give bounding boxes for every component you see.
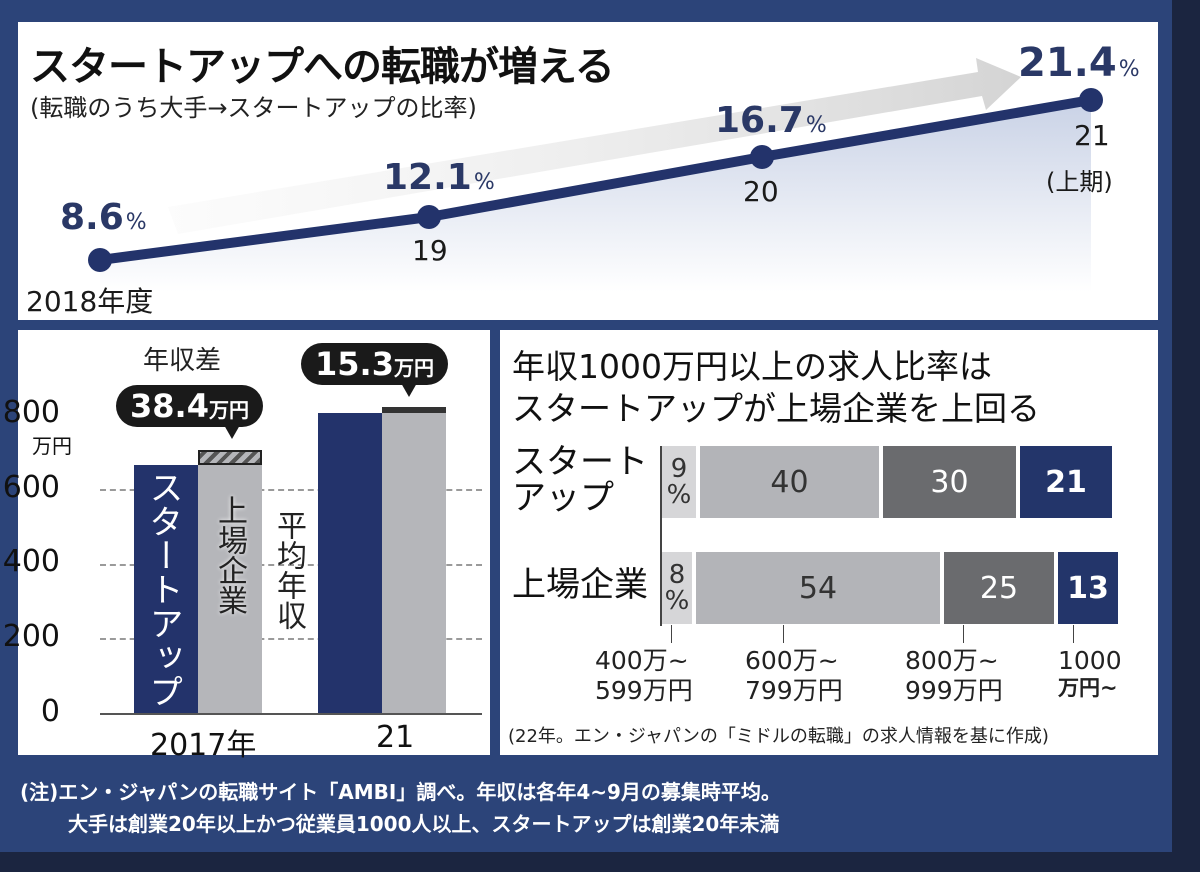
year-sublabel-2021: (上期)	[1046, 168, 1113, 196]
salary-diff-bubble-2017: 38.4万円	[116, 385, 263, 439]
job-chart-title-line1: 年収1000万円以上の求人比率は	[512, 347, 992, 386]
range-tick-3	[963, 625, 964, 643]
segment-600-799: 40	[700, 446, 879, 518]
segment-1000-plus: 21	[1020, 446, 1112, 518]
line-area-fill	[100, 100, 1091, 292]
top-line-chart-panel: スタートアップへの転職が増える (転職のうち大手→スタートアップの比率) 8.6…	[18, 22, 1158, 320]
trend-arrow-icon	[168, 58, 1021, 234]
range-tick-1	[671, 625, 672, 643]
data-point-2019	[417, 205, 441, 229]
job-chart-title-line2: スタートアップが上場企業を上回る	[512, 389, 1040, 428]
year-label-2020: 20	[743, 175, 779, 208]
year-label-2021: 21	[1074, 119, 1110, 152]
avg-salary-label: 平均年収	[271, 510, 306, 630]
segment-600-799: 54	[696, 552, 940, 624]
range-label-600-799: 600万~ 799万円	[745, 646, 843, 705]
segment-800-999: 30	[883, 446, 1016, 518]
gridline-200	[100, 638, 482, 640]
value-label-2019: 12.1%	[383, 157, 495, 198]
range-tick-4	[1073, 625, 1074, 643]
data-point-2021	[1079, 88, 1103, 112]
footnote-line2: 大手は創業20年以上かつ従業員1000人以上、スタートアップは創業20年未満	[68, 812, 780, 836]
category-axis-line	[660, 446, 662, 626]
y-tick-800: 800	[2, 395, 60, 430]
job-chart-source: (22年。エン・ジャパンの「ミドルの転職」の求人情報を基に作成)	[508, 726, 1049, 747]
value-label-2021: 21.4%	[1018, 40, 1140, 86]
row-label-listed: 上場企業	[512, 565, 648, 605]
bar-startup-2021	[318, 413, 382, 713]
bar-listed-2021	[382, 407, 446, 713]
diff-hatch-2017	[198, 450, 262, 465]
segment-400-599: 8%	[662, 552, 692, 624]
gridline-600	[100, 489, 482, 491]
stacked-bar-startup: 9% 40 30 21	[662, 446, 1144, 518]
stacked-bar-listed: 8% 54 25 13	[662, 552, 1144, 624]
salary-diff-bubble-2021: 15.3万円	[301, 343, 448, 397]
salary-bar-chart-panel: 年収差 38.4万円 15.3万円 800 万円 600 400 200 0 ス…	[3, 330, 490, 763]
year-label-2019: 19	[412, 234, 448, 267]
y-tick-600: 600	[2, 470, 60, 505]
diff-hatch-2021	[382, 407, 446, 413]
y-tick-0: 0	[40, 694, 60, 729]
range-label-1000-plus: 1000 万円~	[1058, 646, 1122, 700]
value-label-2020: 16.7%	[715, 100, 827, 141]
year-label-2018: 2018年度	[26, 285, 154, 318]
row-label-startup: スタート アップ	[512, 442, 648, 518]
segment-800-999: 25	[944, 552, 1054, 624]
line-chart-graphic	[88, 58, 1103, 292]
listed-bar-label: 上場企業	[212, 495, 247, 615]
gridline-400	[100, 564, 482, 566]
y-tick-200: 200	[2, 619, 60, 654]
bar-listed-2017	[198, 450, 262, 713]
footnote-line1: (注)エン・ジャパンの転職サイト「AMBI」調べ。年収は各年4~9月の募集時平均…	[20, 780, 781, 804]
y-axis-unit: 万円	[32, 434, 72, 458]
startup-bar-label: スタートアップ	[143, 470, 183, 708]
segment-400-599: 9%	[662, 446, 696, 518]
x-axis-line	[100, 713, 482, 715]
value-label-2018: 8.6%	[60, 197, 147, 238]
trend-line	[99, 95, 1092, 265]
data-point-2018	[88, 248, 112, 272]
range-tick-2	[783, 625, 784, 643]
top-chart-subtitle: (転職のうち大手→スタートアップの比率)	[30, 94, 477, 122]
x-label-2021: 21	[376, 720, 415, 755]
bar-startup-2017	[134, 465, 198, 713]
job-ratio-chart-panel: 年収1000万円以上の求人比率は スタートアップが上場企業を上回る スタート アッ…	[500, 330, 1158, 755]
top-chart-title: スタートアップへの転職が増える	[30, 44, 615, 90]
range-label-800-999: 800万~ 999万円	[905, 646, 1003, 705]
range-label-400-599: 400万~ 599万円	[595, 646, 693, 705]
data-point-2020	[750, 145, 774, 169]
x-label-2017: 2017年	[150, 728, 257, 763]
y-tick-400: 400	[2, 544, 60, 579]
segment-1000-plus: 13	[1058, 552, 1118, 624]
salary-diff-label: 年収差	[143, 346, 222, 376]
